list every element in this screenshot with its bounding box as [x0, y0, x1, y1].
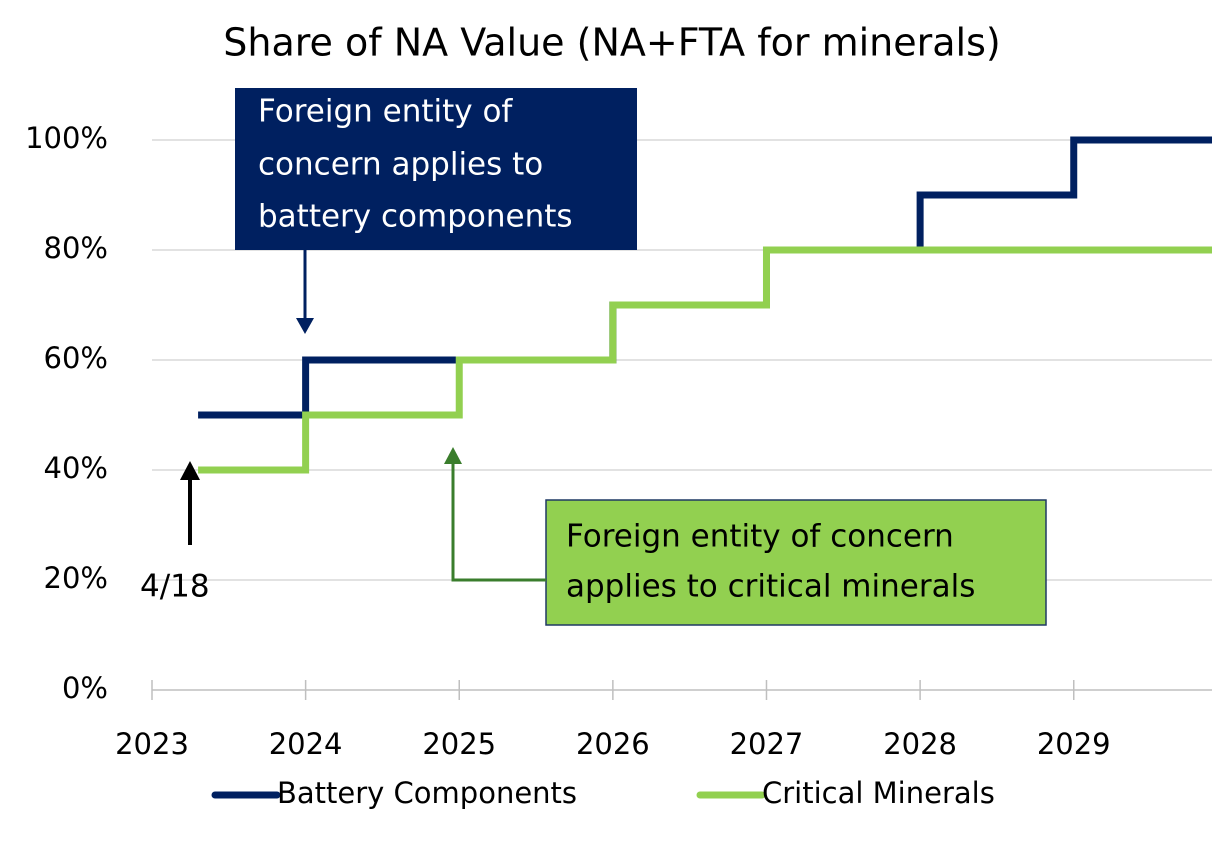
annotation-box [545, 499, 1047, 626]
arrow-head [444, 447, 462, 464]
legend-label: Battery Components [277, 776, 577, 810]
x-tick-label: 2024 [269, 727, 343, 761]
x-tick-label: 2028 [883, 727, 957, 761]
plot [198, 136, 1212, 474]
arrow-head [296, 318, 314, 334]
arrow-head [180, 461, 200, 480]
x-tick-label: 2026 [576, 727, 650, 761]
grid: 0% 20% 40% 60% 80% 100% 2023 2024 2025 2026 2027 20… [25, 121, 1212, 761]
y-tick-label: 80% [44, 231, 108, 265]
legend-label: Critical Minerals [762, 776, 995, 810]
legend: Battery Components Critical Minerals [211, 776, 995, 810]
annotation-text: applies to critical minerals [566, 569, 975, 605]
annotation-date: 4/18 [140, 461, 210, 605]
series-line [198, 246, 1212, 474]
y-tick-label: 20% [44, 561, 108, 595]
y-tick-label: 60% [44, 341, 108, 375]
x-tick-label: 2029 [1037, 727, 1111, 761]
annotation-minerals: Foreign entity of concern applies to cri… [444, 447, 1047, 626]
annotation-text: Foreign entity of concern [566, 519, 954, 555]
y-tick-label: 100% [25, 121, 108, 155]
x-tick-label: 2025 [422, 727, 496, 761]
annotation-box [235, 88, 637, 250]
annotation-text: battery components [258, 199, 573, 235]
annotation-text: concern applies to [258, 147, 543, 183]
annotation-text: 4/18 [140, 569, 210, 605]
chart-title: Share of NA Value (NA+FTA for minerals) [223, 21, 1000, 65]
arrow [451, 460, 546, 582]
x-tick-label: 2023 [115, 727, 189, 761]
annotation-text: Foreign entity of [258, 94, 513, 130]
x-tick-label: 2027 [730, 727, 804, 761]
y-tick-label: 0% [62, 671, 108, 705]
y-tick-label: 40% [44, 451, 108, 485]
annotation-battery: Foreign entity of concern applies to bat… [235, 88, 637, 334]
